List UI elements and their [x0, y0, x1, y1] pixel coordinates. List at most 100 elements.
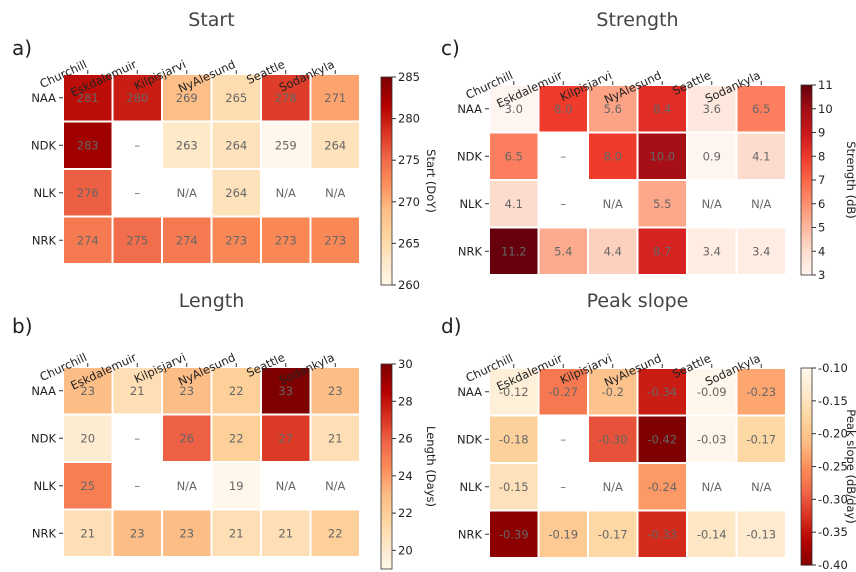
cell-value-label: 265	[225, 91, 247, 105]
heatmap-cell	[262, 122, 310, 168]
heatmap-cell	[539, 181, 587, 227]
cell-value-label: 5.4	[554, 244, 572, 258]
row-label: NAA	[457, 102, 482, 116]
heatmap-cell	[163, 217, 211, 263]
heatmap-cell	[64, 122, 112, 168]
colorbar-tick-label: -0.25	[818, 460, 848, 474]
heatmap-cell	[113, 368, 161, 414]
heatmap-cell	[490, 416, 538, 462]
heatmap-cell	[311, 170, 359, 216]
colorbar-segment	[801, 551, 812, 556]
colorbar-segment	[801, 148, 812, 153]
heatmap-cell	[212, 368, 260, 414]
cell-value-label: 280	[126, 91, 148, 105]
heatmap-cell	[64, 463, 112, 509]
colorbar-tick-label: 8	[818, 149, 825, 163]
cell-value-label: -0.30	[598, 432, 628, 446]
colorbar-segment	[801, 381, 812, 386]
cell-value-label: -0.23	[746, 385, 776, 399]
heatmap-cell	[539, 228, 587, 274]
heatmap-cell	[163, 510, 211, 556]
colorbar-segment	[801, 368, 812, 372]
cell-value-label: 11.2	[501, 244, 527, 258]
colorbar-segment	[801, 463, 812, 468]
cell-value-label: 33	[278, 384, 293, 398]
row-label: NDK	[457, 149, 482, 163]
heatmap-cell	[113, 510, 161, 556]
colorbar-segment	[801, 394, 812, 399]
heatmap-cell	[212, 217, 260, 263]
colorbar-segment	[801, 237, 812, 241]
colorbar-segment	[801, 113, 812, 118]
colorbar-segment	[381, 377, 392, 382]
colorbar-label: Start (DoY)	[424, 149, 438, 213]
heatmap-cell	[737, 133, 785, 179]
heatmap-cell	[163, 368, 211, 414]
cell-value-label: –	[134, 431, 140, 445]
cell-value-label: -0.13	[746, 527, 776, 541]
colorbar-segment	[801, 164, 812, 168]
cell-value-label: -0.03	[697, 432, 727, 446]
row-label: NDK	[31, 431, 56, 445]
heatmap-cell	[262, 75, 310, 121]
cell-value-label: 281	[77, 91, 99, 105]
cell-value-label: N/A	[325, 479, 345, 493]
heatmap-cell	[311, 510, 359, 556]
heatmap-cell	[589, 86, 637, 132]
colorbar-segment	[381, 493, 392, 498]
colorbar-segment	[381, 201, 392, 206]
panel-label: b)	[12, 314, 33, 338]
colorbar-segment	[381, 142, 392, 147]
colorbar-segment	[801, 535, 812, 540]
row-label: NAA	[31, 384, 56, 398]
colorbar-segment	[381, 77, 392, 82]
colorbar-segment	[801, 542, 812, 546]
heatmap-cell	[737, 228, 785, 274]
colorbar-tick-label: 26	[398, 432, 413, 446]
heatmap-cell	[688, 369, 736, 415]
colorbar-segment	[381, 219, 392, 224]
colorbar-segment	[801, 119, 812, 124]
colorbar-segment	[381, 122, 392, 127]
colorbar-tick-label: 11	[818, 78, 833, 92]
cell-value-label: -0.27	[548, 385, 578, 399]
heatmap-cell	[688, 181, 736, 227]
colorbar-segment	[801, 436, 812, 441]
cell-value-label: 275	[126, 233, 148, 247]
colorbar-segment	[801, 522, 812, 527]
colorbar-tick-label: 280	[398, 112, 420, 126]
colorbar-segment	[381, 94, 392, 99]
heatmap-cell	[113, 122, 161, 168]
heatmap-cell	[688, 464, 736, 510]
colorbar-segment	[381, 384, 392, 389]
colorbar-segment	[381, 490, 392, 495]
colorbar-tick-label: 30	[398, 357, 413, 371]
heatmap-cell	[311, 122, 359, 168]
colorbar-segment	[801, 417, 812, 422]
colorbar-segment	[801, 202, 812, 206]
colorbar-segment	[801, 88, 812, 92]
colorbar-segment	[381, 170, 392, 175]
heatmap-cell	[688, 86, 736, 132]
panel-label: d)	[441, 314, 462, 338]
heatmap-cell	[737, 464, 785, 510]
heatmap-cell	[490, 511, 538, 557]
colorbar-segment	[801, 157, 812, 162]
colorbar-segment	[381, 565, 392, 570]
colorbar-tick-label: 20	[398, 543, 413, 557]
heatmap-cell	[737, 86, 785, 132]
colorbar-segment	[381, 139, 392, 144]
cell-value-label: 278	[275, 91, 297, 105]
colorbar-segment	[801, 195, 812, 200]
colorbar-segment	[801, 138, 812, 143]
cell-value-label: –	[134, 479, 140, 493]
cell-value-label: 263	[176, 138, 198, 152]
cell-value-label: 20	[80, 431, 95, 445]
colorbar-segment	[381, 198, 392, 203]
heatmap-cell	[163, 463, 211, 509]
colorbar-segment	[801, 205, 812, 210]
colorbar-tick-label: 4	[818, 244, 825, 258]
colorbar-segment	[381, 497, 392, 502]
heatmap-cell	[737, 369, 785, 415]
